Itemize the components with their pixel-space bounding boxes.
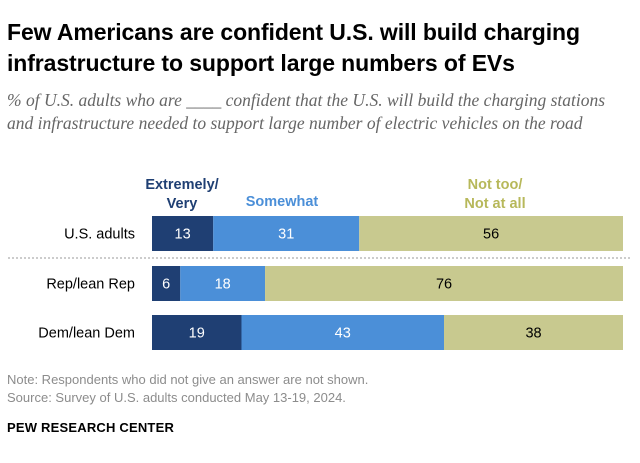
legend-somewhat: Somewhat — [212, 193, 352, 212]
bar-dem-lean-dem-extremely-very — [152, 315, 242, 350]
bar-dem-lean-dem-not-too-not-at-all — [444, 315, 623, 350]
note-text: Note: Respondents who did not give an an… — [7, 372, 369, 387]
legend-not-too-line2: Not at all — [464, 196, 526, 212]
data-label-rep-lean-rep-extremely-very: 6 — [162, 277, 170, 293]
data-label-u-s-adults-extremely-very: 13 — [175, 227, 191, 243]
chart-title: Few Americans are confident U.S. will bu… — [7, 19, 580, 76]
source-text: Source: Survey of U.S. adults conducted … — [7, 390, 346, 405]
data-label-dem-lean-dem-extremely-very: 19 — [189, 326, 205, 342]
data-label-u-s-adults-somewhat: 31 — [278, 227, 294, 243]
bar-rep-lean-rep-not-too-not-at-all — [265, 266, 623, 301]
legend-extremely-very-line2: Very — [166, 196, 198, 212]
category-label-dem-lean-dem: Dem/lean Dem — [38, 326, 135, 342]
bar-rep-lean-rep-somewhat — [180, 266, 266, 301]
data-label-rep-lean-rep-not-too-not-at-all: 76 — [436, 277, 452, 293]
category-label-rep-lean-rep: Rep/lean Rep — [46, 277, 135, 293]
bar-u-s-adults-somewhat — [213, 216, 360, 251]
data-label-u-s-adults-not-too-not-at-all: 56 — [483, 227, 499, 243]
data-label-rep-lean-rep-somewhat: 18 — [215, 277, 231, 293]
bar-u-s-adults-not-too-not-at-all — [359, 216, 623, 251]
brand-logo-text: PEW RESEARCH CENTER — [7, 420, 175, 435]
category-label-u-s-adults: U.S. adults — [64, 227, 135, 243]
legend-extremely-very-line1: Extremely/ — [145, 177, 219, 193]
bar-dem-lean-dem-somewhat — [241, 315, 445, 350]
bar-u-s-adults-extremely-very — [152, 216, 214, 251]
legend-extremely-very: Extremely/ Very — [120, 176, 244, 214]
bar-rep-lean-rep-extremely-very — [152, 266, 181, 301]
legend-somewhat-line1: Somewhat — [245, 194, 319, 210]
legend-not-too-line1: Not too/ — [467, 177, 523, 193]
legend-not-too: Not too/ Not at all — [430, 176, 560, 214]
data-label-dem-lean-dem-not-too-not-at-all: 38 — [525, 326, 541, 342]
chart-subtitle: % of U.S. adults who are ____ confident … — [7, 90, 606, 133]
data-label-dem-lean-dem-somewhat: 43 — [335, 326, 351, 342]
